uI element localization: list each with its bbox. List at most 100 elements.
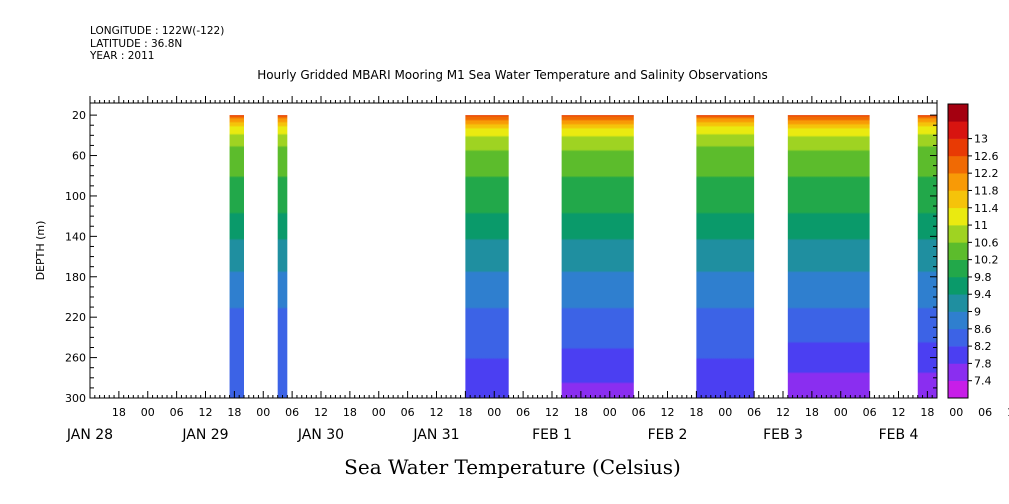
colorbar-label: 11.4 <box>974 202 999 215</box>
x-hour-label: 18 <box>458 406 472 419</box>
axes: 20 60 100 140 180 220 260 300 18 00 06 12 18 00 06 12 18… <box>65 96 1009 443</box>
x-date-label: JAN 30 <box>297 427 344 443</box>
colorbar-swatch <box>948 173 968 191</box>
x-hour-label: 00 <box>834 406 848 419</box>
x-hour-label: 18 <box>689 406 703 419</box>
colorbar-label: 11.8 <box>974 184 999 197</box>
variable-title-text: Sea Water Temperature (Celsius) <box>344 455 681 479</box>
year-label: YEAR : 2011 <box>90 50 155 62</box>
x-hour-label: 18 <box>343 406 357 419</box>
x-hour-label: 12 <box>661 406 675 419</box>
chart-title: Hourly Gridded MBARI Mooring M1 Sea Wate… <box>0 68 1009 82</box>
chart-title-text: Hourly Gridded MBARI Mooring M1 Sea Wate… <box>257 68 768 82</box>
x-date-label: FEB 3 <box>763 427 803 443</box>
x-date-label: JAN 29 <box>181 427 228 443</box>
x-hour-label: 00 <box>256 406 270 419</box>
x-hour-label: 12 <box>545 406 559 419</box>
y-tick-label: 100 <box>65 190 86 203</box>
x-hour-label: 18 <box>574 406 588 419</box>
x-hour-label: 18 <box>112 406 126 419</box>
x-hour-label: 00 <box>487 406 501 419</box>
colorbar-label: 12.6 <box>974 150 999 163</box>
x-date-label: FEB 2 <box>648 427 688 443</box>
header-meta: LONGITUDE : 122W(-122) LATITUDE : 36.8N … <box>90 25 224 63</box>
x-hour-label: 06 <box>285 406 299 419</box>
x-hour-label: 06 <box>747 406 761 419</box>
colorbar-swatch <box>948 155 968 174</box>
latitude-label: LATITUDE : 36.8N <box>90 37 183 50</box>
longitude-label: LONGITUDE : 122W(-122) <box>90 25 225 37</box>
data-band <box>561 115 634 398</box>
colorbar-swatch <box>948 294 968 312</box>
x-date-label: JAN 31 <box>412 427 459 443</box>
x-date-label: FEB 1 <box>532 427 572 443</box>
y-tick-label: 20 <box>72 109 86 122</box>
y-tick-label: 300 <box>65 392 86 405</box>
colorbar-swatch <box>948 311 968 330</box>
x-hour-label: 12 <box>199 406 213 419</box>
colorbar-swatch <box>948 276 968 295</box>
plot-area <box>229 115 937 398</box>
colorbar-swatch <box>948 104 968 122</box>
colorbar-label: 9 <box>974 306 981 319</box>
colorbar-frame <box>947 103 969 399</box>
x-hour-label: 00 <box>603 406 617 419</box>
colorbar-label: 13 <box>974 133 988 146</box>
colorbar-swatch <box>948 138 968 157</box>
x-hour-label: 00 <box>718 406 732 419</box>
colorbar-label: 10.6 <box>974 236 999 249</box>
colorbar-swatch <box>948 363 968 382</box>
x-hour-label: 06 <box>978 406 992 419</box>
x-hour-label: 00 <box>372 406 386 419</box>
colorbar-label: 11 <box>974 219 988 232</box>
colorbar-label: 12.2 <box>974 167 999 180</box>
x-hour-label: 06 <box>863 406 877 419</box>
colorbar-swatch <box>948 121 968 139</box>
x-hour-label: 00 <box>141 406 155 419</box>
x-hour-label: 06 <box>632 406 646 419</box>
x-hour-label: 00 <box>949 406 963 419</box>
colorbar-label: 7.4 <box>974 375 992 388</box>
x-hour-label: 18 <box>805 406 819 419</box>
y-tick-label: 220 <box>65 311 86 324</box>
colorbar-label: 8.2 <box>974 340 992 353</box>
colorbar-label: 9.8 <box>974 271 992 284</box>
x-date-label: JAN 28 <box>66 427 113 443</box>
y-tick-label: 60 <box>72 150 86 163</box>
y-tick-label: 180 <box>65 271 86 284</box>
data-band <box>917 115 937 398</box>
colorbar-swatch <box>948 225 968 243</box>
y-axis-label: DEPTH (m) <box>34 221 47 281</box>
colorbar-swatch <box>948 328 968 347</box>
colorbar-label: 7.8 <box>974 357 992 370</box>
variable-title: Sea Water Temperature (Celsius) <box>0 455 1009 479</box>
x-hour-label: 06 <box>516 406 530 419</box>
x-hour-label: 18 <box>227 406 241 419</box>
colorbar-swatch <box>948 190 968 209</box>
x-hour-label: 18 <box>920 406 934 419</box>
x-hour-label: 06 <box>170 406 184 419</box>
colorbar-label: 8.6 <box>974 323 992 336</box>
x-hour-label: 12 <box>1007 406 1009 419</box>
colorbar-label: 10.2 <box>974 254 999 267</box>
x-hour-label: 12 <box>892 406 906 419</box>
colorbar: 7.4 7.8 8.2 8.6 9 9.4 9.8 10.2 10.6 11 11.4 11.8 12.… <box>947 103 999 399</box>
data-band <box>277 115 288 398</box>
y-tick-label: 260 <box>65 352 86 365</box>
colorbar-swatch <box>948 259 968 278</box>
colorbar-label: 9.4 <box>974 288 992 301</box>
data-band <box>696 115 755 398</box>
colorbar-swatch <box>948 346 968 364</box>
colorbar-swatch <box>948 380 968 399</box>
data-band <box>787 115 870 398</box>
x-hour-label: 12 <box>430 406 444 419</box>
x-hour-label: 12 <box>776 406 790 419</box>
x-hour-label: 12 <box>314 406 328 419</box>
data-band <box>465 115 509 398</box>
y-tick-label: 140 <box>65 230 86 243</box>
data-band <box>229 115 244 398</box>
x-hour-label: 06 <box>401 406 415 419</box>
colorbar-swatch <box>948 242 968 260</box>
colorbar-swatch <box>948 207 968 226</box>
